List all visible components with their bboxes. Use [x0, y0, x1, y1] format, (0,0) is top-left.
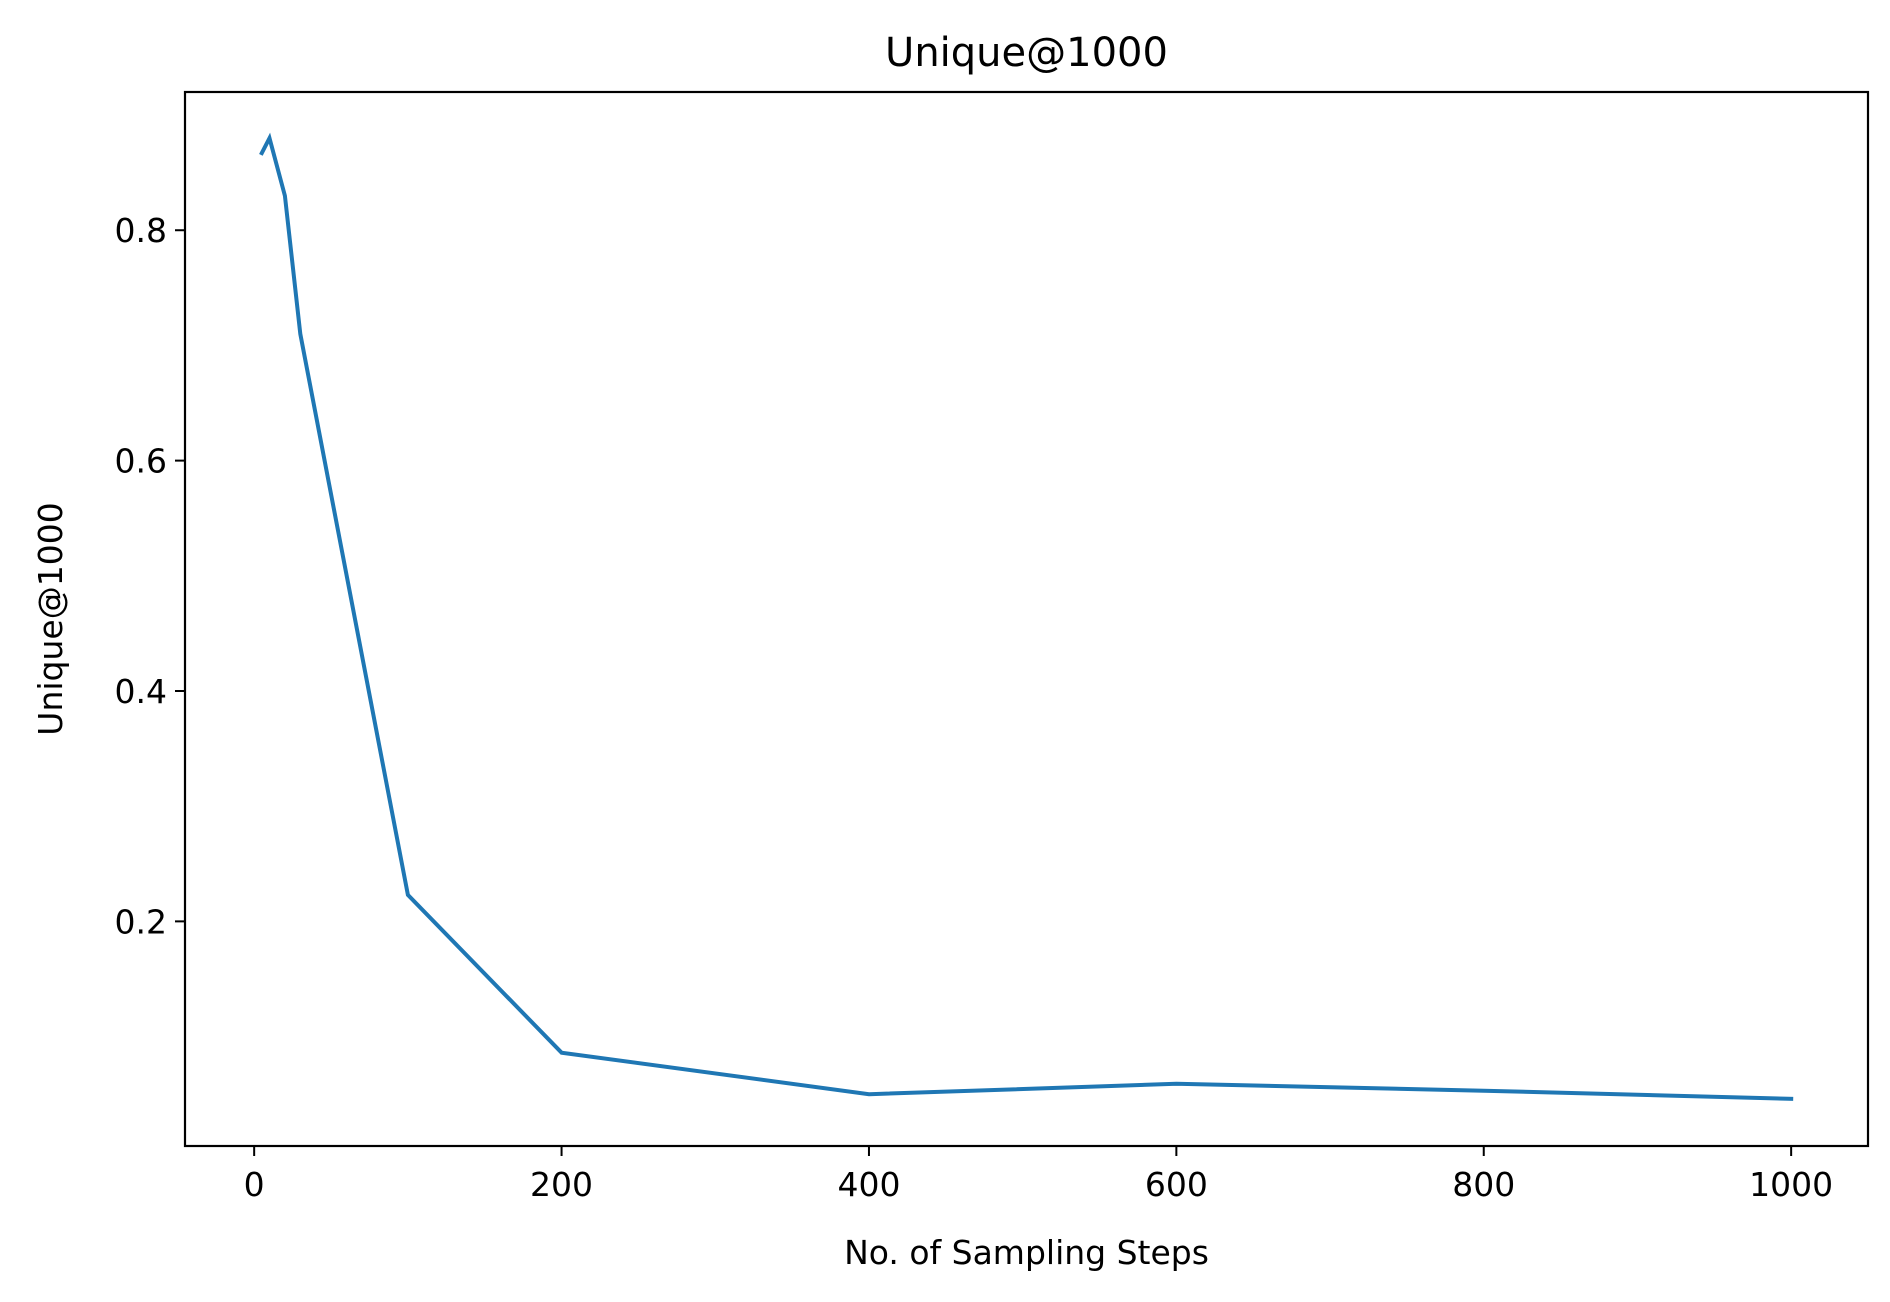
x-tick-label: 600 [1145, 1165, 1208, 1204]
x-axis-ticks: 0 200 400 600 800 1000 [244, 1146, 1833, 1204]
plot-area-frame [183, 90, 1870, 1148]
x-tick-label: 800 [1452, 1165, 1515, 1204]
y-axis-ticks: 0.2 0.4 0.6 0.8 [115, 211, 185, 941]
x-tick-label: 200 [530, 1165, 593, 1204]
series-group [259, 132, 1794, 1101]
chart-title: Unique@1000 [885, 30, 1168, 76]
y-axis-label: Unique@1000 [31, 502, 70, 735]
y-tick-label: 0.4 [115, 672, 167, 711]
series-line [259, 132, 1794, 1101]
x-axis-label: No. of Sampling Steps [844, 1233, 1209, 1272]
x-tick-label: 400 [837, 1165, 900, 1204]
y-tick-label: 0.2 [115, 902, 167, 941]
y-tick-label: 0.6 [115, 442, 167, 481]
x-tick-label: 0 [244, 1165, 265, 1204]
y-tick-label: 0.8 [115, 211, 167, 250]
x-tick-label: 1000 [1749, 1165, 1833, 1204]
